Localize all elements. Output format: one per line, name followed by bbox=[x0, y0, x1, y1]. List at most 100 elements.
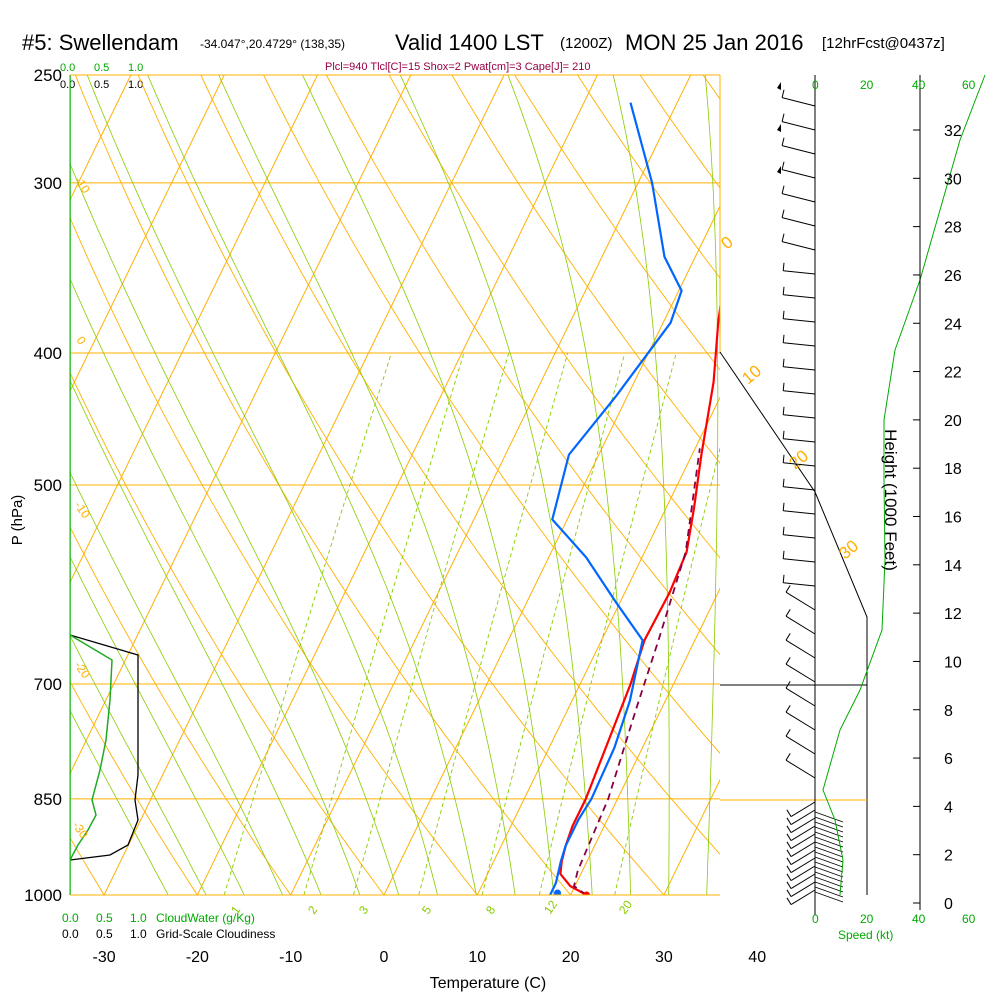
wind-barb bbox=[783, 318, 816, 323]
terrain-outline bbox=[719, 351, 868, 895]
dry-adiabat bbox=[451, 75, 720, 464]
dry-adiabat bbox=[514, 75, 720, 371]
dry-adiabat bbox=[70, 680, 198, 895]
dry-adiabat bbox=[70, 371, 385, 895]
wind-barb-flag bbox=[782, 286, 785, 295]
isotherm bbox=[836, 51, 1000, 924]
valid-date: MON 25 Jan 2016 bbox=[625, 30, 804, 55]
x-tick-label: 40 bbox=[748, 949, 766, 966]
moist-adiabat bbox=[70, 379, 322, 895]
isotherm bbox=[70, 75, 225, 393]
dry-adiabat bbox=[70, 525, 292, 895]
cloud-tick-bottom-green-0: 0.0 bbox=[62, 911, 79, 925]
cloudiness-profile bbox=[70, 75, 139, 895]
mixing-ratio-line bbox=[303, 352, 465, 895]
station-title: #5: Swellendam bbox=[22, 30, 179, 55]
wind-barb bbox=[814, 881, 844, 893]
wind-barb bbox=[814, 831, 844, 843]
wind-barb-flag bbox=[786, 857, 792, 865]
wind-barb bbox=[785, 639, 816, 659]
moist-adiabat bbox=[704, 75, 719, 895]
isotherm-label: -30 bbox=[70, 819, 92, 842]
height-tick-label: 10 bbox=[944, 654, 962, 671]
stability-params: Plcl=940 Tlcl[C]=15 Shox=2 Pwat[cm]=3 Ca… bbox=[325, 61, 590, 73]
dry-adiabat bbox=[74, 75, 572, 895]
surface-temperature-dot bbox=[582, 891, 590, 895]
speed-tick-bottom-1: 20 bbox=[860, 912, 874, 926]
moist-adiabat bbox=[70, 555, 245, 895]
wind-barb bbox=[790, 857, 816, 874]
wind-barb-flag bbox=[786, 825, 792, 833]
wind-barb-flag bbox=[785, 657, 791, 665]
wind-barb-flag bbox=[785, 609, 791, 617]
wind-barb-flag bbox=[782, 406, 785, 415]
isobar-lines bbox=[70, 75, 720, 895]
wind-barb-flag bbox=[785, 753, 791, 761]
wind-barb-flag bbox=[782, 382, 785, 391]
isotherm bbox=[70, 75, 319, 584]
cloud-tick-bottom-green-2: 1.0 bbox=[130, 911, 147, 925]
moist-adiabat bbox=[743, 51, 782, 924]
wind-pennant bbox=[777, 124, 781, 132]
wind-barb-flag bbox=[782, 334, 785, 343]
height-tick-label: 26 bbox=[944, 268, 962, 285]
height-tick-label: 14 bbox=[944, 558, 962, 575]
moist-adiabat bbox=[70, 277, 361, 895]
moist-adiabat bbox=[218, 75, 516, 895]
speed-tick-bottom-2: 40 bbox=[912, 912, 926, 926]
wind-barb-flag bbox=[782, 358, 785, 367]
wind-barb bbox=[781, 145, 816, 155]
wind-barb bbox=[783, 462, 816, 467]
sounding-series bbox=[549, 102, 720, 895]
dry-adiabat bbox=[137, 75, 665, 895]
mixing-ratio-lines bbox=[223, 352, 720, 895]
moist-adiabat bbox=[399, 75, 593, 895]
height-tick-label: 32 bbox=[944, 123, 962, 140]
wind-barb-flag bbox=[786, 809, 792, 817]
wind-barb-flag bbox=[785, 729, 791, 737]
height-axis-label: Height (1000 Feet) bbox=[881, 429, 900, 571]
dry-adiabat bbox=[70, 836, 105, 895]
wind-barb-flag bbox=[786, 897, 792, 905]
cloud-scale-top: 0.0 0.5 1.0 0.0 0.5 1.0 bbox=[60, 62, 143, 91]
cloud-tick-bottom-green-1: 0.5 bbox=[96, 911, 113, 925]
wind-barb bbox=[783, 414, 816, 419]
wind-barb bbox=[785, 591, 816, 611]
wind-barb-flag bbox=[785, 585, 791, 593]
forecast-label: [12hrFcst@0437z] bbox=[822, 35, 945, 52]
y-tick-label: 700 bbox=[34, 675, 62, 694]
height-tick-label: 4 bbox=[944, 799, 953, 816]
wind-barb-flag bbox=[786, 849, 792, 857]
wind-speed-profile bbox=[822, 74, 986, 896]
dry-adiabat bbox=[325, 75, 720, 656]
wind-barb bbox=[783, 438, 816, 443]
wind-barb-flag bbox=[782, 430, 785, 439]
y-tick-label: 250 bbox=[34, 66, 62, 85]
height-tick-label: 24 bbox=[944, 316, 962, 333]
wind-barb-flag bbox=[781, 209, 785, 218]
utc-time: (1200Z) bbox=[560, 35, 613, 52]
wind-pennant bbox=[777, 166, 781, 174]
moist-adiabat bbox=[612, 75, 670, 895]
speed-scale-bottom: 0 20 40 60 Speed (kt) bbox=[812, 912, 976, 942]
cloud-tick-bottom-0: 0.0 bbox=[62, 927, 79, 941]
isotherm bbox=[103, 75, 505, 895]
wind-barb bbox=[783, 510, 816, 515]
wind-barb bbox=[783, 366, 816, 371]
cloud-tick-top-green-2: 1.0 bbox=[128, 62, 143, 74]
wind-barb bbox=[783, 294, 816, 299]
wind-barb bbox=[790, 833, 816, 850]
dry-adiabat-label: 10 bbox=[738, 361, 765, 388]
isotherm bbox=[290, 75, 692, 895]
wind-barb-flag bbox=[781, 161, 785, 170]
wind-pennant bbox=[777, 82, 781, 90]
speed-tick-bottom-0: 0 bbox=[812, 912, 819, 926]
mixing-ratio-line bbox=[352, 352, 510, 895]
height-tick-label: 28 bbox=[944, 220, 962, 237]
dry-adiabat-label: 20 bbox=[785, 446, 812, 473]
y-tick-label: 300 bbox=[34, 174, 62, 193]
wind-barb bbox=[814, 846, 844, 858]
isotherm-label: -10 bbox=[72, 499, 94, 522]
height-tick-label: 16 bbox=[944, 510, 962, 527]
